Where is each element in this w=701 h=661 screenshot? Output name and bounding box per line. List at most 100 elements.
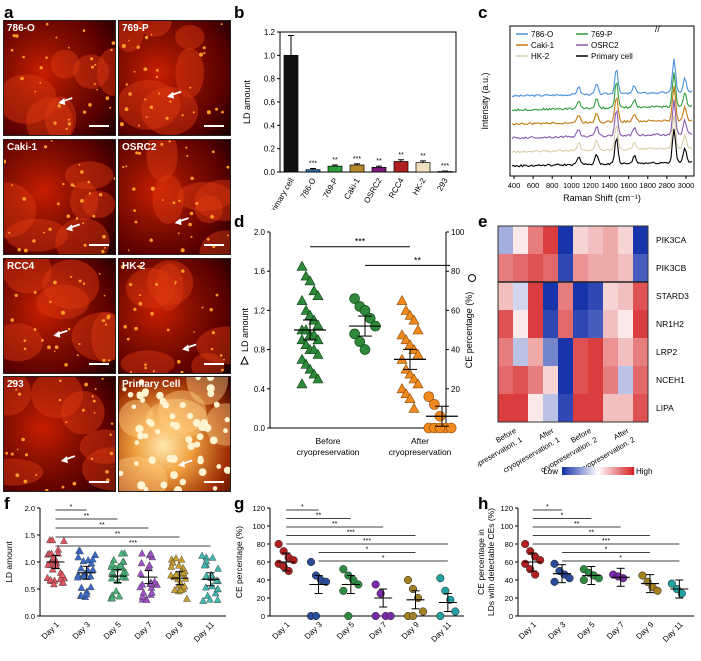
- cell-blob: [194, 179, 230, 221]
- triangle-point: [116, 562, 125, 570]
- y-tick-label: 2.0: [254, 228, 266, 237]
- chart-h: 0 20 40 60 80 100 120 CE percentage in LDs with …: [476, 504, 694, 644]
- lipid-droplet: [113, 177, 115, 180]
- triangle-point: [56, 574, 65, 583]
- legend-label: 786-O: [531, 30, 553, 39]
- triangle-point: [300, 270, 312, 281]
- triangle-point: [76, 547, 84, 555]
- lipid-droplet: [131, 404, 137, 410]
- triangle-point: [60, 536, 68, 544]
- x-tick-label: Day 9: [164, 620, 186, 642]
- bar: [371, 166, 387, 173]
- triangle-point: [412, 324, 424, 335]
- y-tick-label: 2.0: [25, 504, 35, 513]
- lipid-droplet: [197, 457, 204, 465]
- heatmap-cell: [513, 394, 528, 422]
- sig-label: ***: [363, 538, 371, 545]
- lipid-droplet: [25, 268, 27, 271]
- triangle-point: [300, 358, 312, 369]
- lipid-droplet: [215, 107, 218, 111]
- arrow-head: [178, 460, 186, 468]
- lipid-droplet: [136, 45, 140, 49]
- lipid-droplet: [185, 436, 193, 443]
- triangle-point: [88, 555, 97, 563]
- cell-blob: [79, 429, 115, 464]
- triangle-point: [175, 561, 183, 569]
- y-tick-label: 120: [252, 504, 265, 513]
- lipid-droplet: [20, 76, 24, 81]
- triangle-point: [108, 594, 116, 602]
- y-axis-label: LD amount: [242, 79, 252, 124]
- x-tick-label: 1400: [601, 181, 618, 190]
- lipid-droplet: [132, 187, 136, 191]
- lipid-droplet: [93, 83, 96, 86]
- circle-point: [446, 595, 455, 604]
- legend-gradient-step: [631, 467, 635, 475]
- triangle-point: [412, 378, 424, 389]
- lipid-droplet: [87, 180, 91, 184]
- panel-label-f: f: [4, 494, 10, 513]
- heatmap-cell: [498, 310, 513, 338]
- y-tick-label: 0.5: [25, 585, 35, 594]
- heatmap-cell: [603, 338, 618, 366]
- heatmap-e: PIK3CA PIK3CB STARD3 NR1H2 LRP2 NCEH1 LIPA Befo…: [464, 220, 700, 490]
- cell-blob: [126, 268, 176, 309]
- lipid-droplet: [203, 52, 206, 55]
- lipid-droplet: [226, 165, 230, 169]
- y-tick-label: 20: [505, 594, 513, 603]
- heatmap-row-label: PIK3CB: [656, 263, 687, 273]
- triangle-point: [308, 329, 320, 340]
- lipid-droplet: [135, 424, 144, 433]
- lipid-droplet: [80, 170, 84, 174]
- triangle-point: [312, 290, 324, 300]
- spectrum-line: [511, 115, 693, 154]
- heatmap-cell: [558, 254, 573, 282]
- legend-gradient-step: [610, 467, 613, 475]
- micrograph-texture: [4, 377, 115, 491]
- triangle-point: [312, 373, 324, 384]
- cell-blob: [44, 96, 77, 135]
- lipid-droplet: [134, 461, 139, 466]
- lipid-droplet: [169, 421, 176, 428]
- cell-blob: [175, 47, 204, 98]
- lipid-droplet: [152, 370, 155, 373]
- triangle-point: [77, 591, 85, 599]
- heatmap-cell: [633, 226, 648, 254]
- heatmap-cell: [558, 366, 573, 394]
- micrograph-label: 769-P: [122, 23, 149, 34]
- triangle-point: [87, 582, 95, 591]
- lipid-droplet: [185, 146, 188, 149]
- heatmap-cell: [543, 394, 558, 422]
- heatmap-cell: [573, 226, 588, 254]
- y2-tick-label: 80: [451, 267, 460, 276]
- triangle-point: [148, 588, 156, 596]
- triangle-point: [214, 584, 222, 593]
- legend-gradient-step: [598, 467, 601, 475]
- arrow-head: [53, 330, 61, 338]
- legend-gradient-step: [612, 467, 615, 475]
- y2-tick-label: 100: [451, 228, 465, 237]
- triangle-point: [167, 562, 176, 570]
- micrograph-label: HK-2: [122, 261, 146, 272]
- plot-frame: [279, 31, 457, 173]
- heatmap-cell: [498, 366, 513, 394]
- sig-label: **: [574, 521, 580, 528]
- heatmap-cell: [573, 310, 588, 338]
- circle-point: [436, 574, 445, 583]
- lipid-droplet: [160, 142, 164, 146]
- lipid-droplet: [33, 290, 37, 294]
- lipid-droplet: [150, 311, 154, 316]
- lipid-droplet: [207, 377, 214, 381]
- lipid-droplet: [44, 145, 48, 149]
- cell-blob: [119, 399, 154, 437]
- lipid-droplet: [180, 248, 185, 253]
- lipid-droplet: [121, 44, 126, 48]
- lipid-droplet: [170, 471, 178, 480]
- triangle-point: [208, 553, 217, 561]
- lipid-droplet: [193, 331, 195, 333]
- triangle-point: [139, 588, 148, 596]
- lipid-droplet: [158, 92, 160, 95]
- heatmap-cell: [588, 310, 603, 338]
- lipid-droplet: [90, 57, 94, 61]
- lipid-droplet: [136, 391, 143, 398]
